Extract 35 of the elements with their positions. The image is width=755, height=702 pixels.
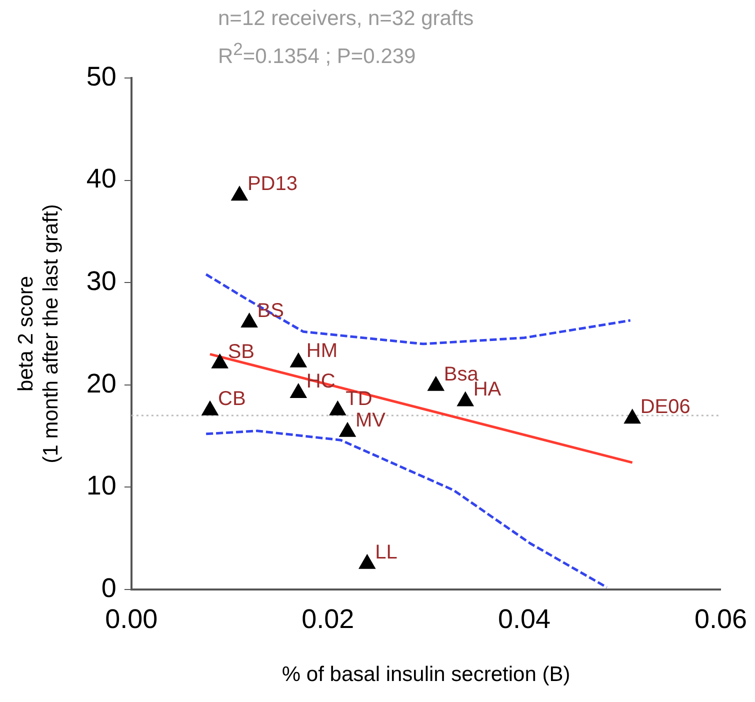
- point: [428, 376, 444, 391]
- point: [329, 400, 346, 416]
- data-label: SB: [228, 340, 255, 363]
- x-axis-title: % of basal insulin secretion (B): [282, 663, 570, 686]
- x-tick-label: 0.06: [694, 604, 748, 634]
- x-tick-label: 0.02: [302, 604, 354, 634]
- text: R$^{2}$=0.1354 ; P=0.239: [218, 38, 417, 70]
- point: [290, 352, 307, 368]
- data-label: TD: [346, 388, 372, 410]
- y-tick-label: 0: [101, 572, 116, 603]
- y-tick-label: 30: [86, 266, 116, 296]
- point: [339, 422, 356, 437]
- point: [290, 384, 307, 398]
- y-axis-title: beta 2 score (1 month after the last graft): [14, 204, 63, 464]
- data-label: CB: [218, 388, 246, 410]
- data-label: DE06: [640, 396, 690, 418]
- text: n=12 receivers, n=32 grafts: [218, 6, 474, 32]
- data-label: MV: [356, 409, 386, 432]
- point: [457, 392, 474, 406]
- data-label: PD13: [247, 173, 298, 196]
- line-series: [204, 430, 608, 589]
- y-tick-label: 50: [86, 61, 116, 92]
- y-tick-label: 40: [86, 164, 116, 194]
- point: [231, 186, 248, 201]
- y-tick-label: 20: [86, 368, 116, 398]
- data-label: LL: [375, 541, 398, 564]
- point: [358, 554, 376, 569]
- point: [212, 354, 228, 368]
- x-tick-label: 0.04: [498, 604, 551, 634]
- point: [202, 400, 218, 416]
- point: [240, 312, 258, 328]
- x-tick-label: 0.00: [105, 604, 158, 634]
- point: [624, 409, 641, 424]
- data-label: HM: [306, 340, 338, 362]
- y-tick-label: 10: [86, 470, 116, 501]
